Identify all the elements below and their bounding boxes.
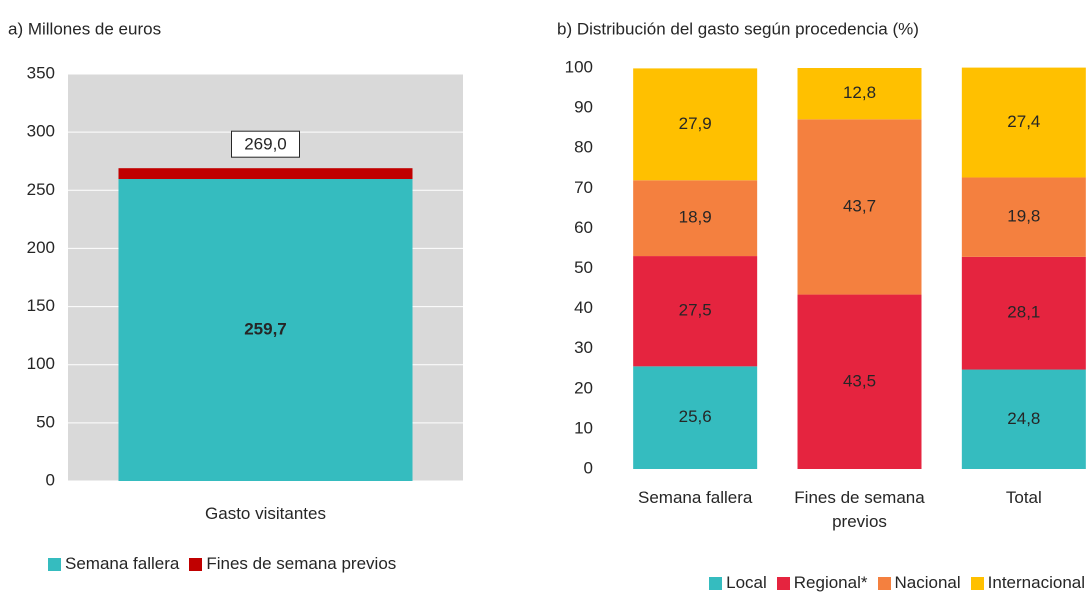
- data-label: 27,4: [1007, 112, 1040, 131]
- legend-swatch: [970, 576, 984, 590]
- y-tick-label: 200: [27, 238, 55, 257]
- legend-swatch: [776, 576, 790, 590]
- legend-swatch: [48, 557, 61, 571]
- bar-segment: [961, 67, 1086, 178]
- bar-segment: [118, 168, 413, 180]
- y-tick-label: 10: [574, 418, 593, 437]
- y-tick-label: 0: [584, 458, 593, 477]
- y-tick-label: 80: [574, 138, 593, 157]
- bar-segment: [633, 68, 758, 181]
- legend-label: Regional*: [793, 573, 868, 592]
- legend-item: Local: [709, 573, 767, 593]
- data-label: 18,9: [679, 208, 712, 227]
- x-tick-label: Fines de semana previos: [794, 488, 925, 531]
- x-tick-label: Semana fallera: [637, 488, 753, 507]
- y-tick-label: 150: [27, 296, 55, 315]
- data-label: 259,7: [244, 319, 287, 338]
- bar-segment: [633, 180, 758, 257]
- data-label: 12,8: [843, 83, 876, 102]
- bar-segment: [797, 294, 922, 469]
- legend-swatch: [189, 557, 203, 571]
- legend-item: Regional*: [776, 573, 868, 593]
- chart-title: b) Distribución del gasto según proceden…: [557, 19, 919, 38]
- y-tick-label: 350: [27, 63, 55, 82]
- legend: Semana fallera Fines de semana previos: [48, 554, 396, 574]
- total-box: [231, 130, 300, 158]
- legend-item: Fines de semana previos: [189, 554, 396, 574]
- y-tick-label: 0: [46, 470, 55, 489]
- legend-item: Semana fallera: [48, 554, 179, 574]
- bar-segment: [961, 256, 1086, 370]
- bar-segment: [961, 177, 1086, 257]
- y-tick-label: 70: [574, 178, 593, 197]
- chart-title: a) Millones de euros: [8, 19, 161, 38]
- y-tick-label: 90: [574, 98, 593, 117]
- legend-swatch: [709, 576, 723, 590]
- y-tick-label: 20: [574, 378, 593, 397]
- bar-segment: [633, 366, 758, 469]
- data-label: 24,8: [1007, 409, 1040, 428]
- legend-label: Internacional: [987, 573, 1085, 592]
- x-tick-label: Gasto visitantes: [205, 504, 326, 523]
- legend-label: Local: [726, 573, 767, 592]
- legend-label: Nacional: [894, 573, 961, 592]
- bar-segment: [797, 68, 922, 120]
- y-tick-label: 60: [574, 218, 593, 237]
- bar-segment: [633, 256, 758, 367]
- y-tick-label: 50: [574, 258, 593, 277]
- data-label: 43,5: [843, 371, 876, 390]
- data-label: 27,9: [679, 114, 712, 133]
- y-tick-label: 300: [27, 122, 55, 141]
- bar-segment: [797, 119, 922, 295]
- legend-item: Internacional: [970, 573, 1085, 593]
- bar-segment: [118, 179, 413, 482]
- y-tick-label: 30: [574, 338, 593, 357]
- legend: Local Regional* Nacional Internacional: [709, 573, 1085, 593]
- data-label: 19,8: [1007, 207, 1040, 226]
- data-label: 43,7: [843, 196, 876, 215]
- legend-swatch: [877, 576, 891, 590]
- y-tick-label: 50: [36, 412, 55, 431]
- y-tick-label: 250: [27, 180, 55, 199]
- total-label: 269,0: [244, 135, 287, 154]
- legend-label: Fines de semana previos: [206, 554, 397, 573]
- bar-segment: [961, 369, 1086, 469]
- y-tick-label: 100: [565, 57, 593, 76]
- data-label: 25,6: [679, 407, 712, 426]
- y-tick-label: 100: [27, 354, 55, 373]
- x-tick-label: Total: [1005, 488, 1042, 507]
- data-label: 27,5: [679, 301, 712, 320]
- data-label: 28,1: [1007, 303, 1040, 322]
- legend-label: Semana fallera: [65, 554, 180, 573]
- legend-item: Nacional: [877, 573, 961, 593]
- y-tick-label: 40: [574, 298, 593, 317]
